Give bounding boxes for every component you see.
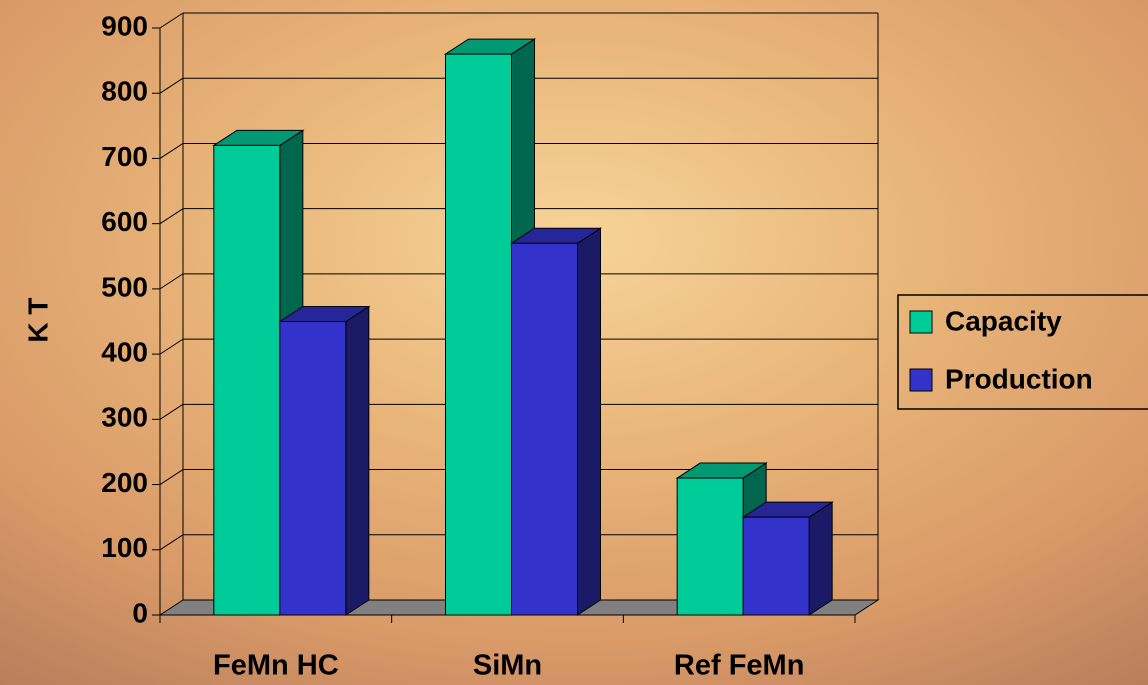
bar: [445, 53, 512, 616]
grid-line: [159, 273, 184, 290]
legend-label: Production: [945, 363, 1093, 394]
bar: [511, 242, 578, 616]
bar-side: [577, 227, 601, 616]
legend-swatch: [909, 310, 933, 334]
y-axis-title: K T: [22, 297, 53, 342]
y-tick-label: 200: [101, 467, 148, 498]
y-tick-label: 500: [101, 271, 148, 302]
bar: [676, 477, 744, 616]
y-tick-label: 300: [101, 402, 148, 433]
x-tick-label: FeMn HC: [213, 650, 339, 682]
grid-line: [159, 77, 184, 94]
y-tick-label: 700: [101, 141, 148, 172]
grid-line: [159, 12, 184, 29]
legend-swatch: [909, 368, 933, 392]
bar-3d: [675, 462, 768, 616]
bar: [742, 516, 810, 616]
grid-line: [159, 143, 184, 159]
y-tick-label: 600: [101, 206, 148, 237]
grid-line: [159, 469, 184, 485]
y-tick-label: 400: [101, 337, 148, 368]
y-tick-label: 800: [101, 76, 148, 107]
bar-3d: [741, 501, 834, 616]
x-tick-label: Ref FeMn: [674, 650, 805, 682]
grid-line: [159, 534, 184, 551]
x-tick-label: SiMn: [473, 650, 542, 682]
legend-label: Capacity: [945, 305, 1062, 336]
y-tick-label: 100: [101, 532, 148, 563]
bar-side: [808, 501, 833, 616]
bar-3d: [509, 227, 603, 616]
grid-line: [159, 403, 184, 420]
grid-line: [159, 338, 184, 355]
bar-side: [345, 305, 370, 616]
bar: [279, 321, 347, 616]
y-tick-label: 0: [132, 597, 148, 628]
bar: [213, 144, 281, 616]
grid-line: [159, 208, 184, 225]
bar-3d: [278, 305, 371, 616]
legend-box: [897, 294, 1148, 410]
y-tick-label: 900: [101, 10, 148, 41]
